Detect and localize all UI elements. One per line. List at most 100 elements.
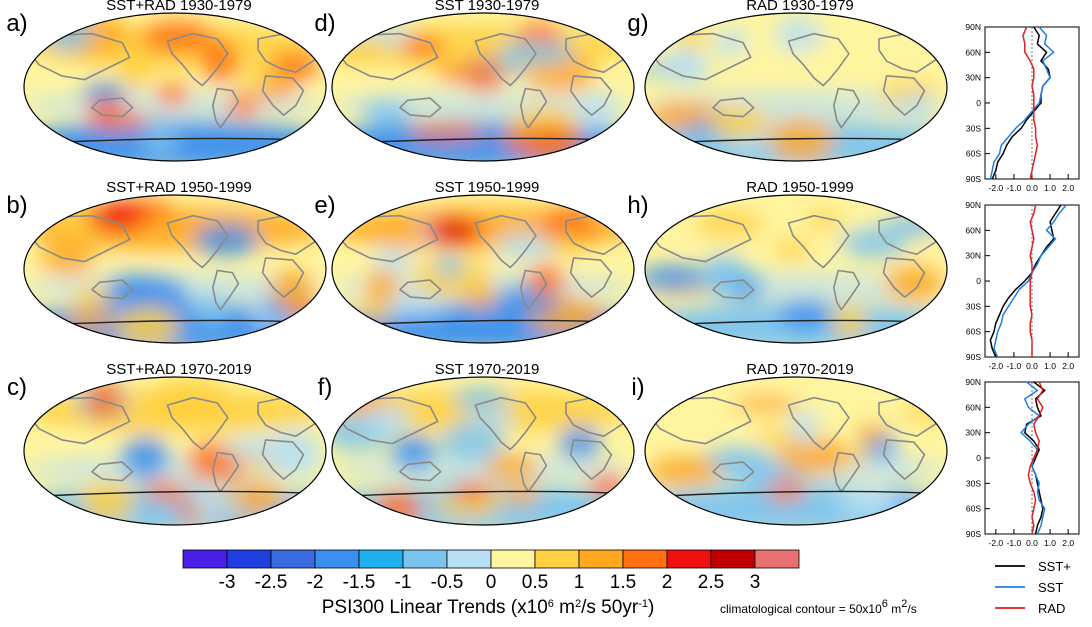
profile-series-line (1027, 381, 1044, 535)
colorbar-label: 2.5 (698, 572, 724, 593)
profile-x-label: -2.0 (989, 538, 1004, 548)
profile-y-label: 90N (965, 22, 981, 32)
colorbar-label: 0 (486, 572, 497, 593)
profile-y-label: 30N (965, 428, 981, 438)
map-title: RAD 1970-2019 (746, 361, 854, 378)
profile-x-label: 0.0 (1026, 183, 1038, 193)
profile-series-line (989, 204, 1062, 358)
profile-series-line (993, 204, 1067, 358)
panel-letter: f) (318, 374, 333, 401)
legend-label: SST+ (1038, 559, 1071, 574)
profile-series-line (991, 26, 1051, 180)
profile-x-label: 2.0 (1062, 361, 1074, 371)
profile-y-label: 60N (965, 402, 981, 412)
colorbar-swatch (622, 549, 668, 569)
colorbar-title: PSI300 Linear Trends (x106 m2/s 50yr-1) (322, 597, 655, 618)
map-title: SST 1970-2019 (435, 361, 540, 378)
profile-x-label: 0.0 (1026, 361, 1038, 371)
colorbar-swatch (270, 549, 316, 569)
profile-y-label: 0 (976, 98, 981, 108)
colorbar-swatch (402, 549, 448, 569)
profile-x-label: -1.0 (1007, 183, 1022, 193)
profile-y-label: 30S (966, 301, 981, 311)
profile-series-line (989, 26, 1055, 180)
map-title: SST 1950-1999 (435, 179, 540, 196)
map-panels: SST+RAD 1930-1979 a) SST 1930-1979 d) RAD 19… (6, 0, 948, 526)
profile-series-line (1023, 381, 1046, 535)
map-title: SST 1930-1979 (435, 0, 540, 14)
colorbar-swatch (314, 549, 360, 569)
panel-letter: d) (314, 10, 335, 37)
profile-y-label: 90S (966, 529, 981, 539)
colorbar-swatch (358, 549, 404, 569)
profile-y-label: 30N (965, 73, 981, 83)
profile-x-label: 2.0 (1062, 538, 1074, 548)
colorbar-label: 2 (662, 572, 673, 593)
map-panel: SST+RAD 1930-1979 a) (6, 0, 327, 162)
climatology-note: climatological contour = 50x106 m2/s (720, 598, 917, 616)
profile-panel: 90N 60N 30N 0 30S 60S 90S -2.0 -1.0 0.0 1.0 2.0 (965, 200, 1080, 371)
map-title: RAD 1930-1979 (746, 0, 854, 14)
panel-letter: e) (314, 192, 335, 219)
legend: SST+ SST RAD (995, 559, 1071, 616)
profile-x-label: 1.0 (1044, 361, 1056, 371)
profile-y-label: 0 (976, 453, 981, 463)
profile-panel: 90N 60N 30N 0 30S 60S 90S -2.0 -1.0 0.0 1.0 2.0 (965, 22, 1080, 193)
profile-x-label: 2.0 (1062, 183, 1074, 193)
map-title: SST+RAD 1970-2019 (106, 361, 252, 378)
legend-label: SST (1038, 580, 1063, 595)
colorbar-label: 1 (574, 572, 585, 593)
panel-letter: b) (6, 192, 27, 219)
colorbar-swatch (710, 549, 756, 569)
profile-x-label: -1.0 (1007, 361, 1022, 371)
profile-panel: 90N 60N 30N 0 30S 60S 90S -2.0 -1.0 0.0 1.0 2.0 (965, 377, 1080, 548)
profile-x-label: -1.0 (1007, 538, 1022, 548)
colorbar-label: 1.5 (610, 572, 636, 593)
map-panel: SST 1970-2019 f) (318, 361, 635, 526)
map-title: RAD 1950-1999 (746, 179, 854, 196)
profile-y-label: 60S (966, 504, 981, 514)
profile-y-label: 90S (966, 174, 981, 184)
colorbar-swatch (490, 549, 536, 569)
panel-letter: h) (627, 192, 648, 219)
colorbar-label: -2.5 (255, 572, 288, 593)
profile-series-line (1022, 26, 1039, 180)
colorbar-swatch (446, 549, 492, 569)
profile-y-label: 60S (966, 149, 981, 159)
colorbar-swatch (666, 549, 712, 569)
profile-x-label: -2.0 (989, 183, 1004, 193)
profile-x-label: 1.0 (1044, 538, 1056, 548)
map-panel: SST 1950-1999 e) (314, 179, 635, 344)
profile-y-label: 0 (976, 276, 981, 286)
profile-y-label: 60N (965, 225, 981, 235)
profile-y-label: 60S (966, 327, 981, 337)
profile-y-label: 90N (965, 377, 981, 387)
profile-y-label: 30N (965, 251, 981, 261)
colorbar-label: -1.5 (343, 572, 376, 593)
profile-y-label: 90S (966, 352, 981, 362)
profile-x-label: 1.0 (1044, 183, 1056, 193)
profile-series-line (1029, 204, 1037, 357)
profile-y-label: 60N (965, 47, 981, 57)
profile-y-label: 90N (965, 200, 981, 210)
profile-y-label: 30S (966, 123, 981, 133)
panel-letter: c) (7, 374, 27, 401)
panel-letter: a) (6, 10, 27, 37)
profile-x-label: -2.0 (989, 361, 1004, 371)
profile-x-label: 0.0 (1026, 538, 1038, 548)
colorbar-swatch (754, 549, 800, 569)
map-panel: RAD 1930-1979 g) (627, 0, 948, 162)
map-title: SST+RAD 1950-1999 (106, 179, 252, 196)
map-panel: SST 1930-1979 d) (314, 0, 635, 162)
profile-y-label: 30S (966, 478, 981, 488)
colorbar-swatch (534, 549, 580, 569)
colorbar-label: 0.5 (522, 572, 548, 593)
legend-label: RAD (1038, 601, 1065, 616)
panel-letter: g) (627, 10, 648, 37)
map-panel: SST+RAD 1950-1999 b) (6, 179, 327, 344)
colorbar-label: 3 (750, 572, 761, 593)
panel-letter: i) (631, 374, 644, 401)
colorbar-swatch (578, 549, 624, 569)
